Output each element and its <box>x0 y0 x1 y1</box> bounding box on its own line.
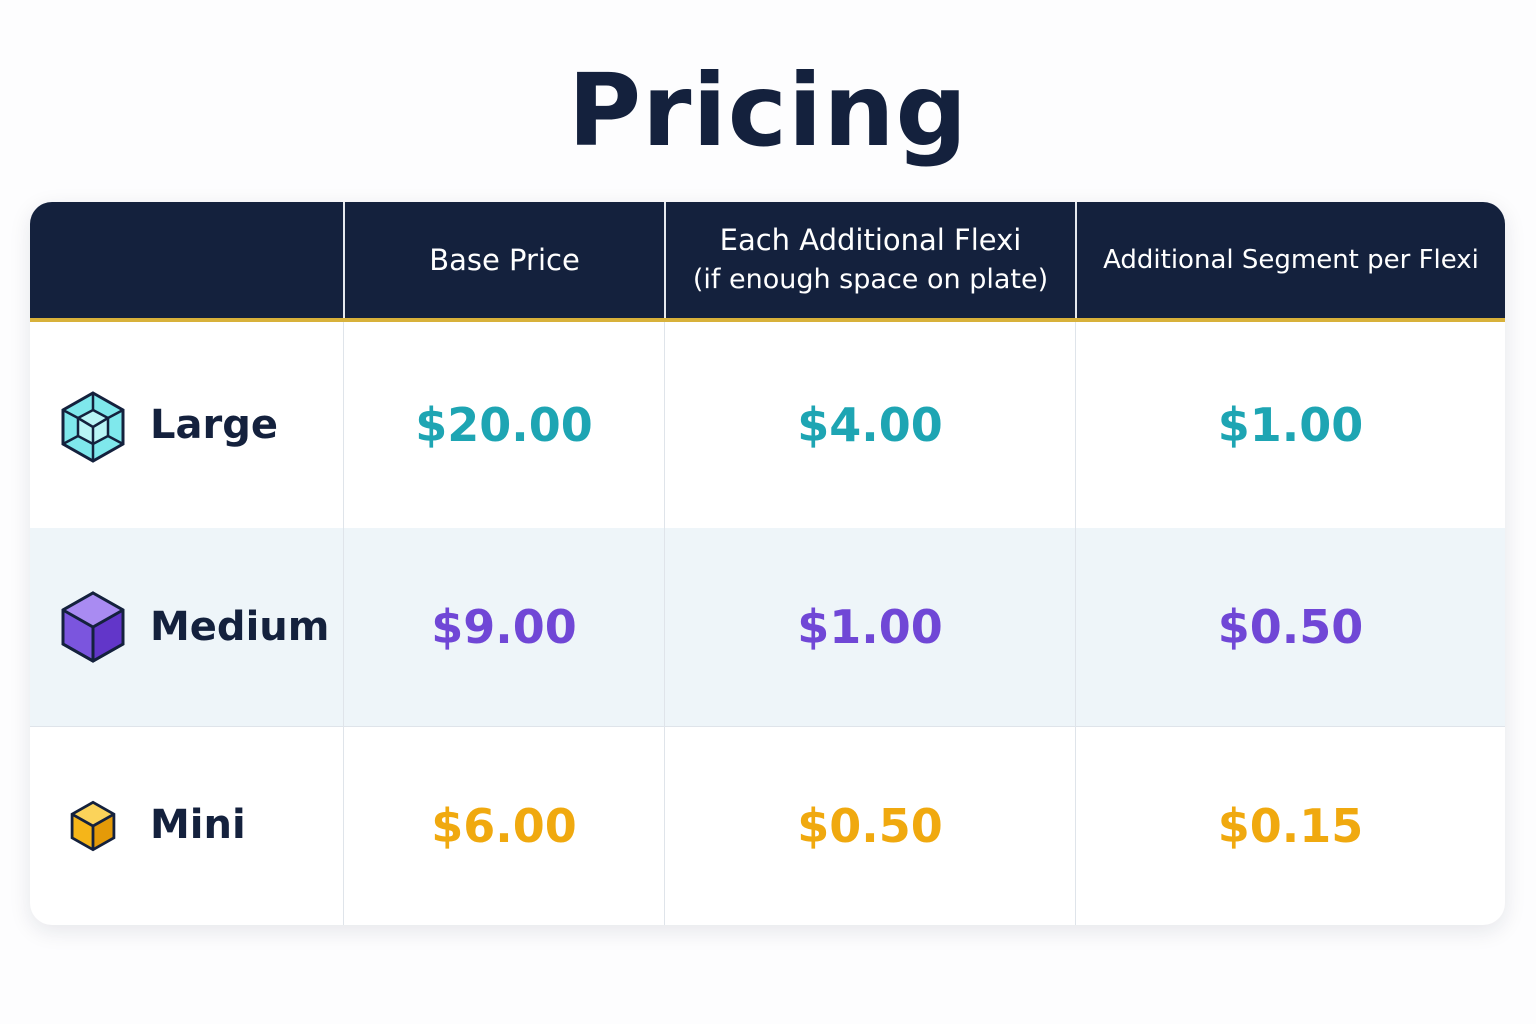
column-header: Base Price <box>343 202 664 318</box>
icon-medium <box>61 591 125 663</box>
price-cell: $0.50 <box>664 726 1075 925</box>
row-label: Medium <box>150 604 330 650</box>
row-label: Large <box>150 402 278 448</box>
header-line: Additional Segment per Flexi <box>1103 245 1479 275</box>
page-title: Pricing <box>567 52 969 169</box>
price-cell: $0.50 <box>1075 528 1505 726</box>
row-label: Mini <box>150 802 246 848</box>
header-line: Base Price <box>429 243 580 277</box>
price-cell: $0.15 <box>1075 726 1505 925</box>
price-cell: $6.00 <box>343 726 664 925</box>
table-row: Mini $6.00 $0.50 $0.15 <box>30 726 1505 925</box>
column-header: Additional Segment per Flexi <box>1075 202 1505 318</box>
table-header: Base Price Each Additional Flexi (if eno… <box>30 202 1505 322</box>
header-line: Each Additional Flexi <box>719 223 1022 257</box>
icon-large <box>61 391 125 463</box>
price-cell: $1.00 <box>1075 322 1505 528</box>
header-line: (if enough space on plate) <box>692 264 1049 295</box>
pricing-table: Base Price Each Additional Flexi (if eno… <box>30 202 1505 925</box>
table-row: Large $20.00 $4.00 $1.00 <box>30 322 1505 529</box>
column-header: Each Additional Flexi (if enough space o… <box>664 202 1075 318</box>
price-cell: $4.00 <box>664 322 1075 528</box>
price-cell: $1.00 <box>664 528 1075 726</box>
price-cell: $9.00 <box>343 528 664 726</box>
table-row: Medium $9.00 $1.00 $0.50 <box>30 528 1505 727</box>
price-cell: $20.00 <box>343 322 664 528</box>
icon-mini <box>70 800 116 852</box>
